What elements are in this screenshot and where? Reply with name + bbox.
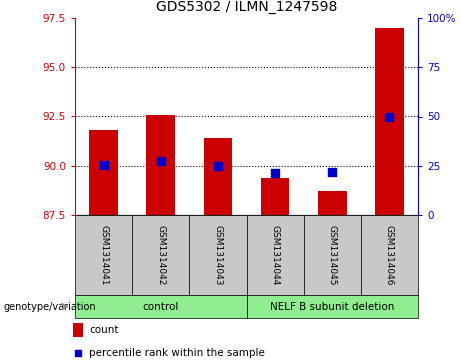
Text: GSM1314046: GSM1314046 (385, 225, 394, 285)
Bar (73, 323, 83, 337)
Bar (247, 295, 418, 318)
Bar (318, 191, 347, 215)
Text: percentile rank within the sample: percentile rank within the sample (89, 348, 265, 358)
Point (329, 169, 336, 175)
Bar (204, 138, 232, 215)
Text: GSM1314042: GSM1314042 (156, 225, 165, 285)
Text: NELF B subunit deletion: NELF B subunit deletion (270, 302, 395, 311)
Point (74, 350, 82, 356)
Bar (75, 215, 132, 295)
Text: GSM1314041: GSM1314041 (99, 225, 108, 285)
Point (100, 162, 107, 168)
Bar (304, 215, 361, 295)
Bar (261, 178, 290, 215)
Bar (89, 130, 118, 215)
Point (157, 158, 165, 164)
Text: GSM1314044: GSM1314044 (271, 225, 279, 285)
Point (386, 115, 393, 121)
Bar (132, 215, 189, 295)
Bar (247, 215, 304, 295)
Text: GSM1314045: GSM1314045 (328, 225, 337, 285)
Bar (361, 215, 418, 295)
Text: control: control (142, 302, 179, 311)
Text: GSM1314043: GSM1314043 (213, 225, 222, 285)
Bar (375, 28, 404, 215)
Bar (189, 215, 247, 295)
Text: genotype/variation: genotype/variation (3, 302, 95, 311)
Bar (147, 115, 175, 215)
Text: count: count (89, 325, 119, 335)
Point (214, 163, 222, 169)
Title: GDS5302 / ILMN_1247598: GDS5302 / ILMN_1247598 (156, 0, 337, 14)
Point (272, 170, 279, 176)
Bar (75, 295, 247, 318)
